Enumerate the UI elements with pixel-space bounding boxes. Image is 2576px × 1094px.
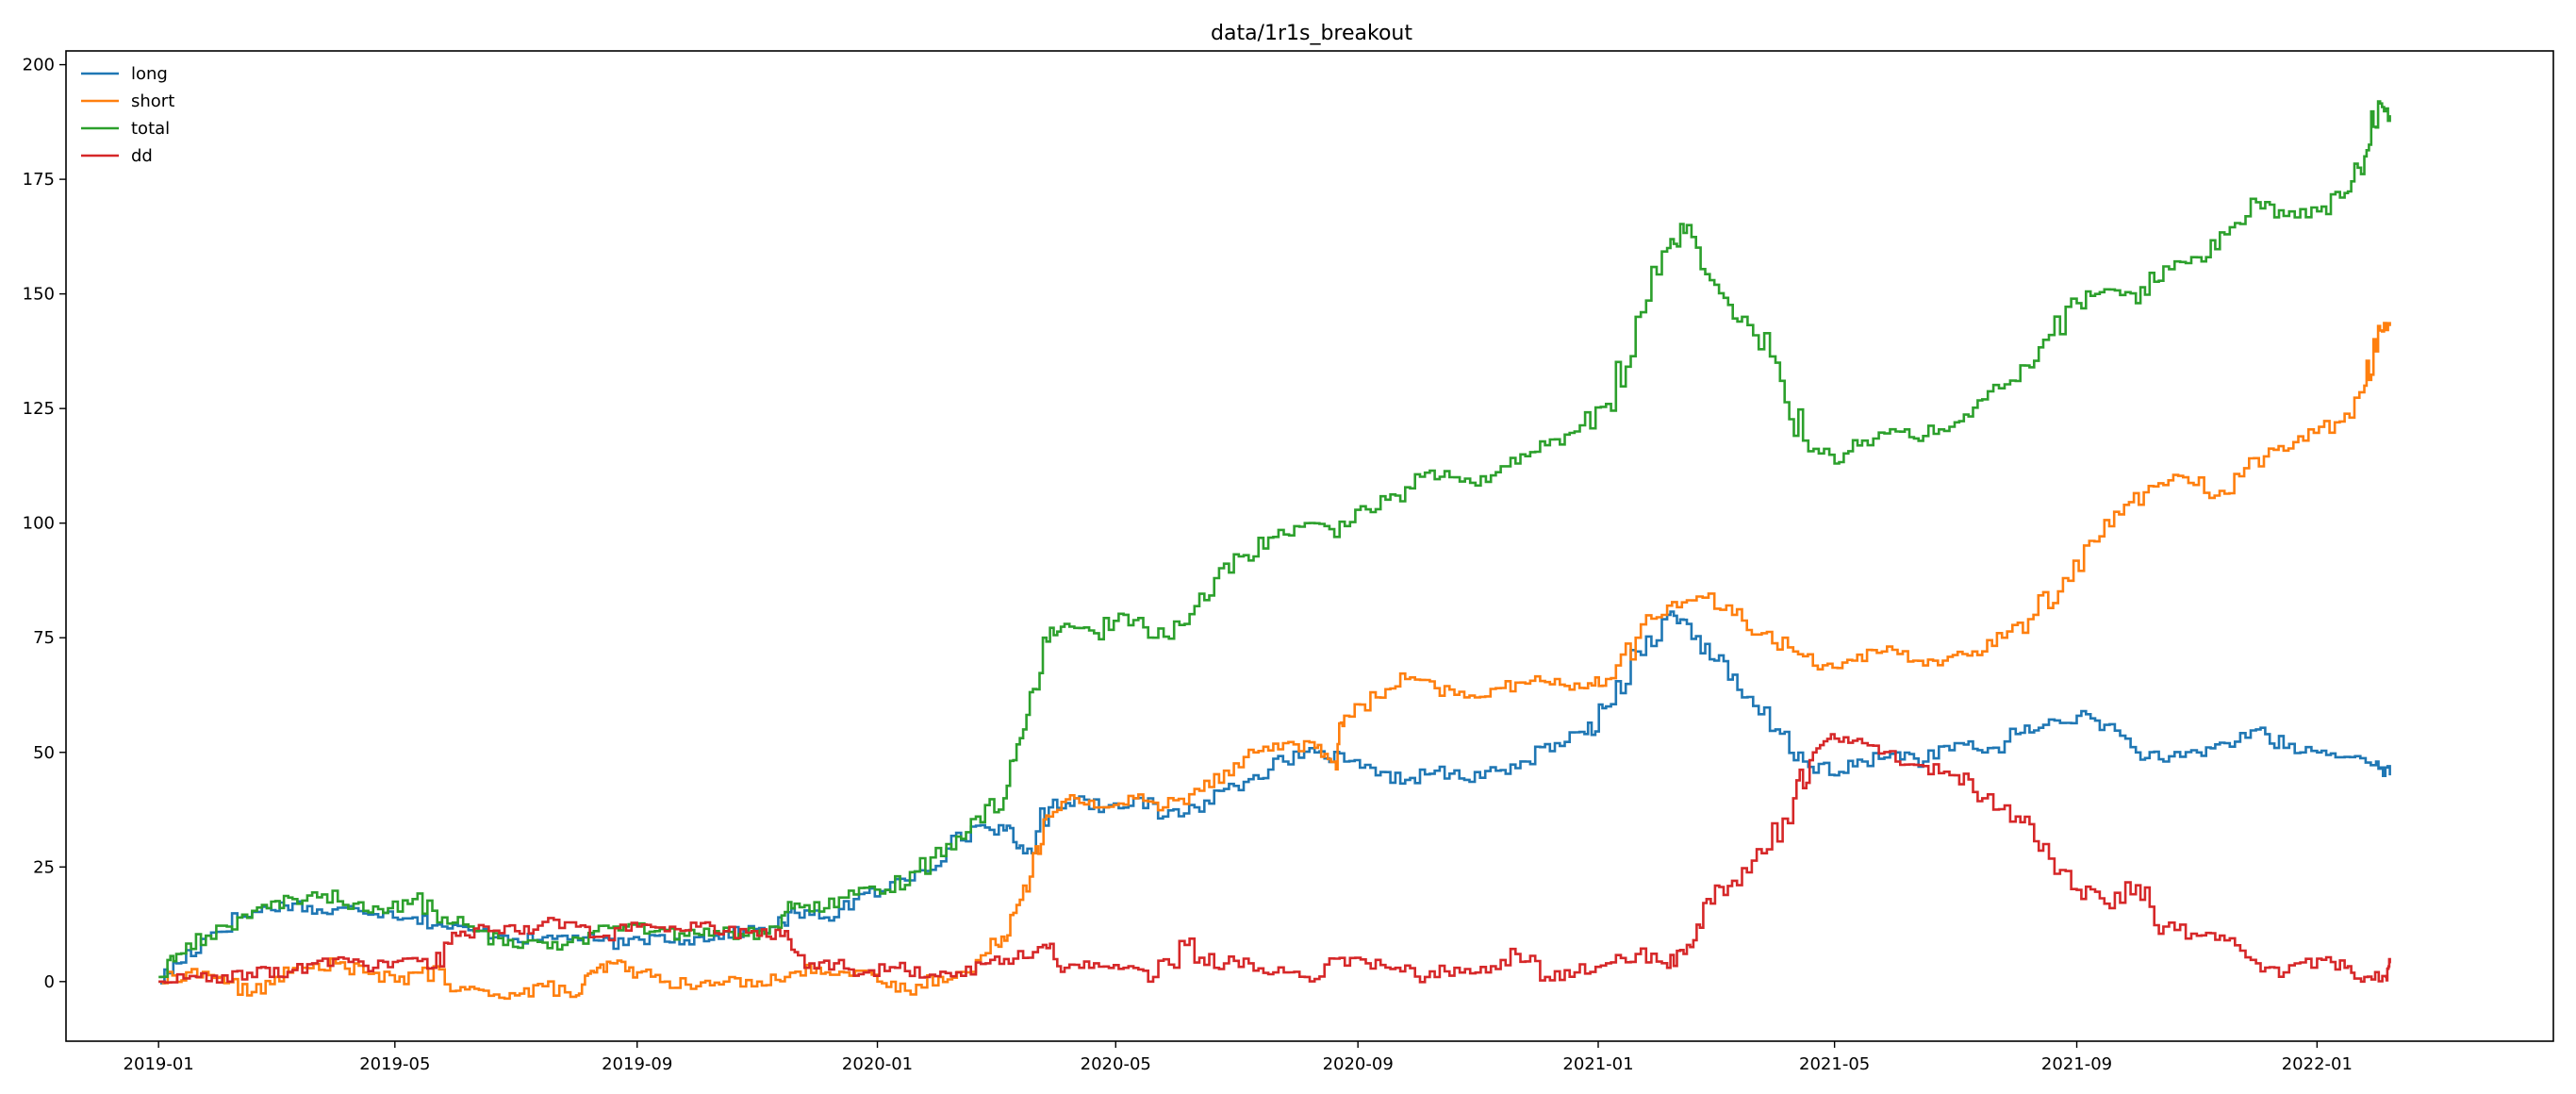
y-tick-label: 200: [23, 56, 55, 75]
axes-layer: 2019-01 2019-05 2019-09 2020-01 2020-05 2020-…: [23, 50, 2554, 1074]
y-tick-label: 100: [23, 514, 55, 534]
y-tick-label: 175: [23, 170, 55, 190]
x-tick-label: 2020-05: [1081, 1054, 1151, 1074]
y-tick-label: 0: [44, 972, 55, 992]
legend-label-dd: dd: [131, 146, 153, 166]
plot-frame: [65, 50, 2554, 1042]
y-tick-label: 75: [33, 628, 55, 648]
x-tick-label: 2020-01: [842, 1054, 913, 1074]
y-tick-label: 150: [23, 285, 55, 305]
y-tick-label: 25: [33, 857, 55, 877]
legend-label-total: total: [131, 119, 170, 139]
legend-label-short: short: [131, 91, 174, 111]
x-tick-label: 2021-01: [1562, 1054, 1633, 1074]
series-line-dd: [158, 733, 2391, 984]
x-tick-label: 2021-05: [1799, 1054, 1870, 1074]
x-tick-label: 2019-09: [602, 1054, 672, 1074]
chart-title: data/1r1s_breakout: [1211, 22, 1412, 45]
series-layer: [158, 100, 2391, 1001]
series-line-short: [158, 322, 2391, 1001]
y-tick-label: 125: [23, 399, 55, 419]
x-tick-label: 2019-05: [359, 1054, 430, 1074]
series-line-total: [158, 100, 2391, 979]
x-tick-label: 2022-01: [2282, 1054, 2353, 1074]
series-line-long: [158, 610, 2391, 985]
y-tick-label: 50: [33, 743, 55, 763]
x-tick-label: 2020-09: [1323, 1054, 1394, 1074]
x-tick-label: 2021-09: [2041, 1054, 2112, 1074]
x-tick-label: 2019-01: [124, 1054, 194, 1074]
legend-label-long: long: [131, 64, 168, 84]
legend: long short total dd: [81, 64, 174, 166]
